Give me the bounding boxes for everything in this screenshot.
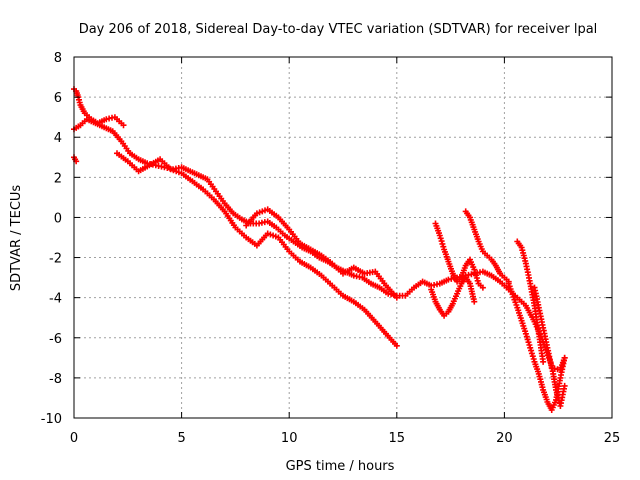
series-late-E: [514, 238, 547, 365]
y-tick-label: 2: [54, 171, 62, 186]
y-tick-label: -4: [49, 292, 62, 307]
series-late-D: [505, 280, 568, 413]
data-point: [561, 354, 568, 361]
data-point: [524, 336, 531, 343]
data-point: [540, 358, 547, 365]
data-point: [522, 330, 529, 337]
series-late-B: [432, 220, 486, 291]
x-tick-label: 10: [281, 431, 298, 446]
x-tick-label: 20: [496, 431, 513, 446]
y-tick-label: -2: [49, 252, 62, 267]
y-tick-label: -8: [49, 372, 62, 387]
y-axis-label: SDTVAR / TECUs: [9, 185, 24, 292]
x-tick-label: 0: [70, 431, 78, 446]
grid-lines: [74, 57, 612, 418]
y-tick-label: 6: [54, 91, 62, 106]
y-tick-label: 4: [54, 131, 62, 146]
data-point: [474, 277, 481, 284]
data-point: [393, 342, 400, 349]
y-tick-label: -6: [49, 332, 62, 347]
data-points: [71, 86, 568, 413]
y-tick-label: 0: [54, 211, 62, 226]
data-point: [393, 294, 400, 301]
series-mid-low: [114, 150, 400, 349]
series-late-F: [531, 284, 568, 373]
data-point: [120, 122, 127, 129]
series-late-C: [462, 208, 512, 285]
y-tick-label: -10: [41, 412, 62, 427]
x-tick-label: 5: [177, 431, 185, 446]
x-tick-label: 15: [389, 431, 406, 446]
data-point: [471, 298, 478, 305]
data-point: [528, 350, 535, 357]
series-early-low: [71, 154, 80, 165]
plot-frame: [73, 56, 613, 419]
chart-title: Day 206 of 2018, Sidereal Day-to-day VTE…: [79, 22, 598, 37]
series-mid-high: [243, 206, 400, 301]
data-point: [472, 269, 479, 276]
axis-ticks: 0 5 10 15 20 25 -10 -8 -6 -4 -2 0 2 4 6 8: [41, 51, 621, 446]
y-tick-label: 8: [54, 51, 62, 66]
series-late-A: [428, 274, 478, 319]
data-point: [479, 284, 486, 291]
data-point: [561, 382, 568, 389]
data-point: [527, 344, 534, 351]
series-early-high: [71, 86, 127, 129]
x-tick-label: 25: [604, 431, 621, 446]
x-axis-label: GPS time / hours: [286, 459, 395, 474]
